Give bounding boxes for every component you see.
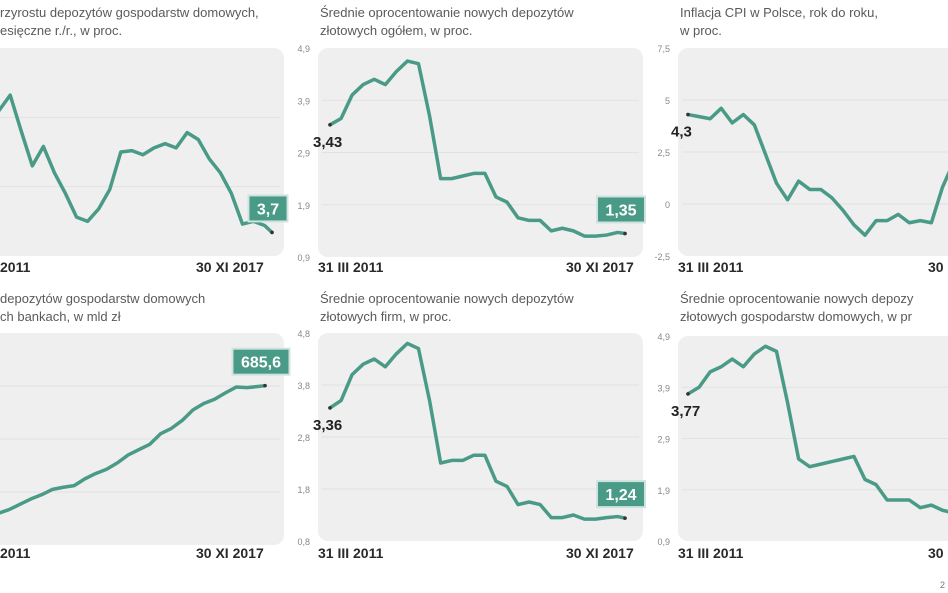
series-line <box>0 383 267 515</box>
x-label-start: 31 III 2011 <box>318 259 384 275</box>
chart-title-line: złotowych firm, w proc. <box>320 309 452 324</box>
y-tick-label: 0 <box>665 200 670 210</box>
x-label-end: 30 <box>928 259 944 275</box>
chart-title-line: w proc. <box>680 23 722 38</box>
x-label-start: 31 III 2011 <box>678 545 744 561</box>
x-label-end: 30 <box>928 545 944 561</box>
series-line <box>686 106 948 237</box>
chart-title-line: Średnie oprocentowanie nowych depozytów <box>320 5 574 20</box>
start-value-label: 3,36 <box>313 417 342 434</box>
y-tick-label: 2,5 <box>657 148 670 158</box>
x-label-start: 31 III 2011 <box>678 259 744 275</box>
series-line <box>686 344 948 514</box>
x-label-start: 2011 <box>0 545 31 561</box>
y-tick-label: 4,9 <box>657 332 670 342</box>
y-tick-label: 2,9 <box>657 435 670 445</box>
y-tick-label: 4,9 <box>297 44 310 54</box>
start-value-label: 3,43 <box>313 134 342 151</box>
end-marker <box>623 231 627 236</box>
end-value-label: 1,24 <box>605 487 636 504</box>
end-value-label: 685,6 <box>241 355 281 372</box>
end-label-box <box>598 482 644 507</box>
chart-title-line: Inflacja CPI w Polsce, rok do roku, <box>680 5 878 20</box>
end-marker <box>263 383 267 388</box>
series-line <box>328 59 627 238</box>
y-tick-label: 2,8 <box>297 433 310 443</box>
x-label-start: 2011 <box>0 259 31 275</box>
y-tick-label: 7,5 <box>657 44 670 54</box>
chart-title-line: złotowych ogółem, w proc. <box>320 23 473 38</box>
y-tick-label: -2,5 <box>654 252 670 262</box>
chart-title-line: Średnie oprocentowanie nowych depozy <box>680 291 914 306</box>
x-label-start: 31 III 2011 <box>318 545 384 561</box>
end-marker <box>270 230 274 235</box>
y-tick-label: 3,9 <box>657 383 670 393</box>
y-tick-label: 1,8 <box>297 485 310 495</box>
y-tick-label: 5 <box>665 96 670 106</box>
start-marker <box>686 392 690 396</box>
y-tick-label: 3,8 <box>297 381 310 391</box>
chart-title-line: ch bankach, w mld zł <box>0 309 121 324</box>
y-tick-label: 1,9 <box>297 201 310 211</box>
end-value-label: 1,35 <box>605 202 636 219</box>
end-marker <box>623 516 627 520</box>
footnote: 2 <box>940 580 946 590</box>
start-value-label: 3,77 <box>671 403 700 420</box>
y-tick-label: 1,9 <box>657 486 670 496</box>
y-tick-label: 3,9 <box>297 96 310 106</box>
y-tick-label: 4,8 <box>297 329 310 339</box>
chart-title-line: rzyrostu depozytów gospodarstw domowych, <box>0 5 259 20</box>
start-value-label: 4,3 <box>671 124 692 141</box>
start-marker <box>686 112 690 117</box>
x-label-end: 30 XI 2017 <box>196 545 264 561</box>
start-marker <box>328 406 332 410</box>
series-line <box>328 341 627 521</box>
chart-title-line: Średnie oprocentowanie nowych depozytów <box>320 291 574 306</box>
series-line <box>0 93 274 235</box>
x-label-end: 30 XI 2017 <box>196 259 264 275</box>
chart-title-line: esięczne r./r., w proc. <box>0 23 123 38</box>
end-label-box <box>598 197 644 222</box>
y-tick-label: 0,9 <box>657 537 670 547</box>
end-label-box <box>233 349 289 374</box>
x-label-end: 30 XI 2017 <box>566 259 634 275</box>
y-tick-label: 0,9 <box>297 253 310 263</box>
y-tick-label: 0,8 <box>297 537 310 547</box>
start-marker <box>328 123 332 127</box>
y-tick-label: 2,9 <box>297 149 310 159</box>
x-label-end: 30 XI 2017 <box>566 545 634 561</box>
chart-title-line: depozytów gospodarstw domowych <box>0 291 206 306</box>
end-value-label: 3,7 <box>257 201 279 218</box>
end-label-box <box>249 196 287 221</box>
chart-title-line: złotowych gospodarstw domowych, w pr <box>680 309 912 324</box>
